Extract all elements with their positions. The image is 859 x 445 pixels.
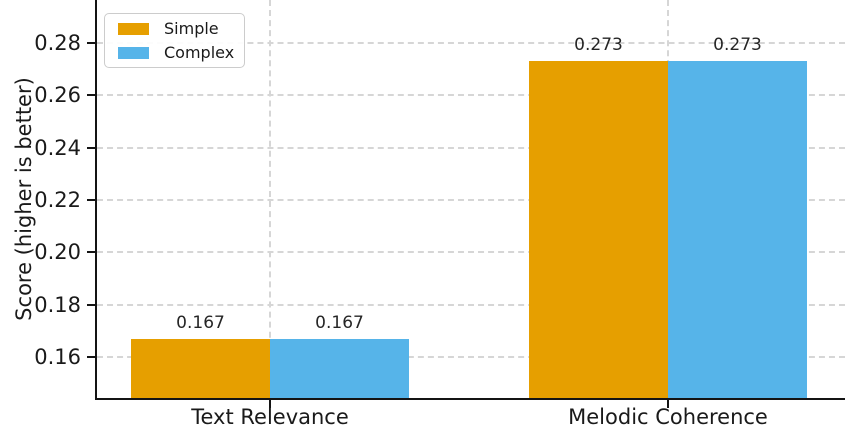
legend-swatch-icon (118, 46, 149, 59)
y-gridline (97, 199, 845, 202)
y-gridline (97, 146, 845, 149)
y-tick (87, 146, 95, 149)
x-tick (667, 400, 669, 408)
legend-item-simple: Simple (118, 19, 232, 38)
y-tick (87, 251, 95, 254)
y-tick-label: 0.18 (34, 292, 81, 317)
y-axis-spine (95, 0, 97, 400)
bar-complex-0 (270, 338, 409, 398)
plot-area: 0.167 0.167 0.273 0.273 0.16 0.18 0.20 0.22 0.24… (34, 0, 845, 429)
legend-label: Complex (164, 43, 235, 62)
y-tick (87, 94, 95, 97)
y-gridline (97, 94, 845, 97)
legend-item-complex: Complex (118, 43, 235, 62)
y-gridline (97, 251, 845, 254)
legend-swatch-icon (118, 22, 149, 35)
bar-value-label: 0.273 (713, 35, 762, 56)
bar-value-label: 0.273 (574, 35, 623, 56)
y-tick (87, 199, 95, 202)
bar-value-label: 0.167 (176, 312, 225, 333)
bar-simple-1 (529, 61, 668, 398)
y-tick (87, 355, 95, 358)
legend-label: Simple (164, 19, 219, 38)
y-tick-label: 0.20 (34, 240, 81, 265)
bar-value-label: 0.167 (315, 312, 364, 333)
x-gridline (269, 0, 271, 398)
y-gridline (97, 355, 845, 358)
y-gridline (97, 42, 845, 45)
y-tick-label: 0.22 (34, 188, 81, 213)
legend: Simple Complex (104, 13, 245, 68)
bar-complex-1 (668, 61, 807, 398)
x-tick (269, 400, 271, 408)
x-category-label: Text Relevance (191, 405, 349, 429)
y-tick-label: 0.28 (34, 31, 81, 56)
y-tick (87, 42, 95, 45)
x-axis-spine (95, 398, 845, 400)
y-gridline (97, 303, 845, 306)
y-tick (87, 303, 95, 306)
bar-simple-0 (131, 338, 270, 398)
y-tick-label: 0.26 (34, 83, 81, 108)
y-tick-label: 0.24 (34, 135, 81, 160)
y-tick-label: 0.16 (34, 344, 81, 369)
x-category-label: Melodic Coherence (568, 405, 768, 429)
